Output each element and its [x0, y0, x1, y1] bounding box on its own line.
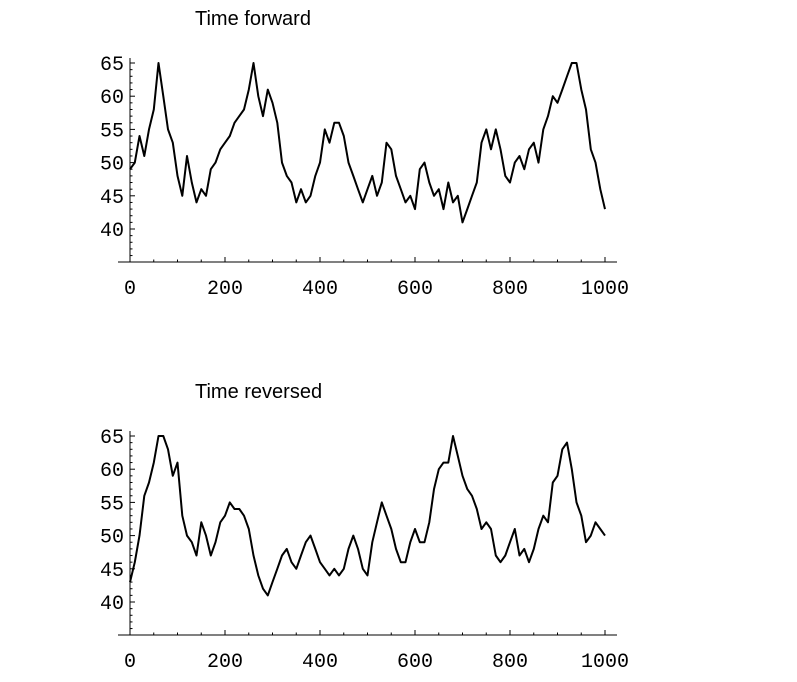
y-tick-label: 50	[100, 527, 124, 550]
chart-panel-reversed: Time reversed 40 45 50 55 60 65 0 200 400 600 800 1…	[0, 373, 797, 682]
x-tick-label: 600	[397, 278, 433, 301]
y-tick-label: 45	[100, 560, 124, 583]
x-tick-label: 600	[397, 651, 433, 674]
x-tick-label: 800	[492, 278, 528, 301]
y-tick-label: 55	[100, 120, 124, 143]
y-tick-label: 40	[100, 220, 124, 243]
y-tick-label: 45	[100, 187, 124, 210]
x-tick-label: 0	[124, 651, 136, 674]
x-tick-label: 200	[207, 278, 243, 301]
y-tick-label: 55	[100, 493, 124, 516]
line-chart: 40 45 50 55 60 65 0 200 400 600 800 1000	[100, 427, 629, 674]
x-tick-label: 800	[492, 651, 528, 674]
y-tick-label: 65	[100, 427, 124, 450]
y-tick-label: 60	[100, 460, 124, 483]
x-tick-label: 1000	[581, 651, 629, 674]
x-tick-label: 400	[302, 278, 338, 301]
y-tick-label: 65	[100, 54, 124, 77]
y-tick-label: 40	[100, 593, 124, 616]
chart-title: Time forward	[195, 8, 311, 30]
line-chart: 40 45 50 55 60 65 0 200 400 600 800 1000	[100, 54, 629, 301]
chart-title: Time reversed	[195, 381, 323, 403]
x-tick-label: 400	[302, 651, 338, 674]
x-tick-label: 1000	[581, 278, 629, 301]
x-tick-label: 0	[124, 278, 136, 301]
y-tick-label: 60	[100, 87, 124, 110]
chart-panel-forward: Time forward 40 45 50 55 60 65 0 200 400 600 800 10…	[0, 0, 797, 320]
series-line	[129, 435, 606, 597]
y-tick-label: 50	[100, 154, 124, 177]
x-tick-label: 200	[207, 651, 243, 674]
series-line	[129, 62, 606, 224]
